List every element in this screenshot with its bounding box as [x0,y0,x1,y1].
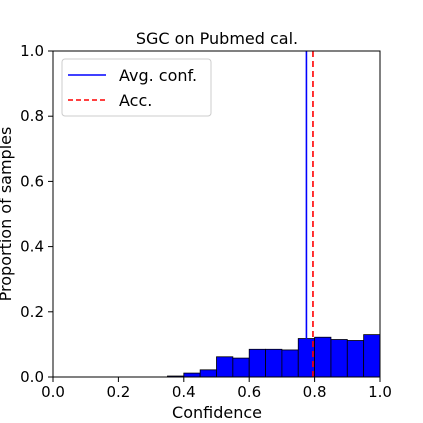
histogram-bar-2 [199,369,217,378]
y-axis-ticks: 0.0 0.2 0.4 0.6 0.8 1.0 [20,42,53,386]
histogram-bar-10 [330,339,348,378]
histogram-bar-11 [346,340,365,378]
x-tick-label-3: 0.6 [237,383,261,401]
histogram-bar-4 [232,357,250,378]
histogram-bar-7 [281,349,299,378]
plot-frame [52,50,381,378]
reference-lines [305,51,314,377]
x-tick-label-5: 1.0 [368,383,392,401]
histogram-bar-6 [265,348,283,378]
histogram-bar-3 [216,356,234,378]
y-tick-label-0: 0.0 [20,368,44,386]
histogram-bar-5 [248,348,266,378]
x-axis-ticks: 0.0 0.2 0.4 0.6 0.8 1.0 [41,377,392,401]
y-tick-label-1: 0.2 [20,303,44,321]
y-tick-label-2: 0.4 [20,238,44,256]
histogram-bar-9 [314,336,332,378]
x-tick-label-4: 0.8 [303,383,327,401]
legend-box [61,58,212,117]
legend: Avg. conf. Acc. [61,58,212,117]
legend-acc-label: Acc. [119,91,152,110]
histogram-bars [167,334,381,378]
y-axis-label: Proportion of samples [0,127,15,302]
x-tick-label-2: 0.4 [172,383,196,401]
x-axis-label: Confidence [172,403,262,422]
x-tick-label-0: 0.0 [41,383,65,401]
histogram-bar-12 [363,334,381,378]
legend-avg-conf-label: Avg. conf. [119,66,197,85]
y-tick-label-5: 1.0 [20,42,44,60]
chart-title: SGC on Pubmed cal. [136,29,298,48]
y-tick-label-3: 0.6 [20,172,44,190]
y-tick-label-4: 0.8 [20,107,44,125]
histogram-bar-1 [183,372,201,378]
x-tick-label-1: 0.2 [106,383,130,401]
